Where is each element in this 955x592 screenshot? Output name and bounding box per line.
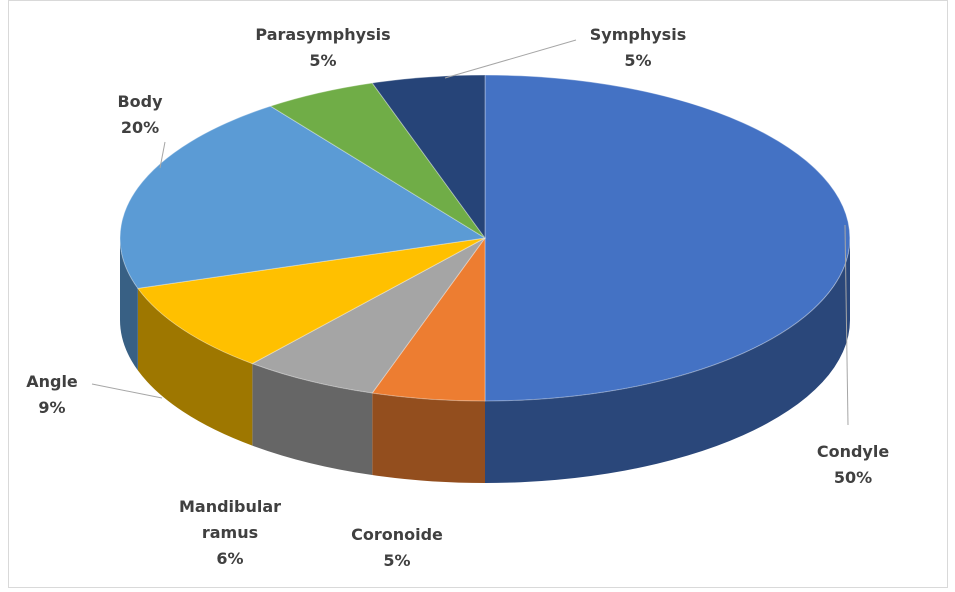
value-label: 5%: [309, 51, 337, 70]
value-label: 6%: [216, 549, 244, 568]
slice: [371, 74, 486, 240]
value-label: 9%: [38, 398, 66, 417]
data-label: Body 20%: [117, 89, 162, 141]
category-label: Parasymphysis: [255, 25, 391, 44]
data-label: Mandibular ramus 6%: [175, 494, 285, 572]
leader-line: [444, 39, 577, 79]
slice: [371, 236, 486, 402]
leader-line: [91, 383, 163, 399]
category-label: Coronoide: [351, 525, 443, 544]
category-label: Angle: [26, 372, 78, 391]
slice: [269, 82, 486, 239]
value-label: 50%: [833, 468, 873, 487]
value-label: 5%: [383, 551, 411, 570]
category-label: Body: [117, 92, 163, 111]
category-label: Condyle: [816, 442, 890, 461]
slice-side: [137, 288, 253, 446]
slice: [484, 74, 851, 402]
slice-side: [120, 238, 138, 371]
data-label: Coronoide 5%: [351, 522, 443, 574]
slice-side: [485, 238, 850, 483]
slice: [251, 237, 486, 394]
slice: [136, 237, 486, 365]
slice-side: [252, 363, 373, 476]
leader-line: [844, 224, 849, 426]
leader-line: [159, 141, 166, 169]
value-label: 20%: [120, 118, 160, 137]
category-label: Symphysis: [589, 25, 687, 44]
data-label: Symphysis 5%: [590, 22, 686, 74]
value-label: 5%: [624, 51, 652, 70]
data-label: Angle 9%: [26, 369, 78, 421]
data-label: Parasymphysis 5%: [255, 22, 390, 74]
data-label: Condyle 50%: [817, 439, 889, 491]
category-label: Mandibular ramus: [178, 497, 282, 542]
slice-side: [372, 393, 485, 483]
chart-frame: [8, 0, 948, 588]
slice: [119, 105, 487, 289]
